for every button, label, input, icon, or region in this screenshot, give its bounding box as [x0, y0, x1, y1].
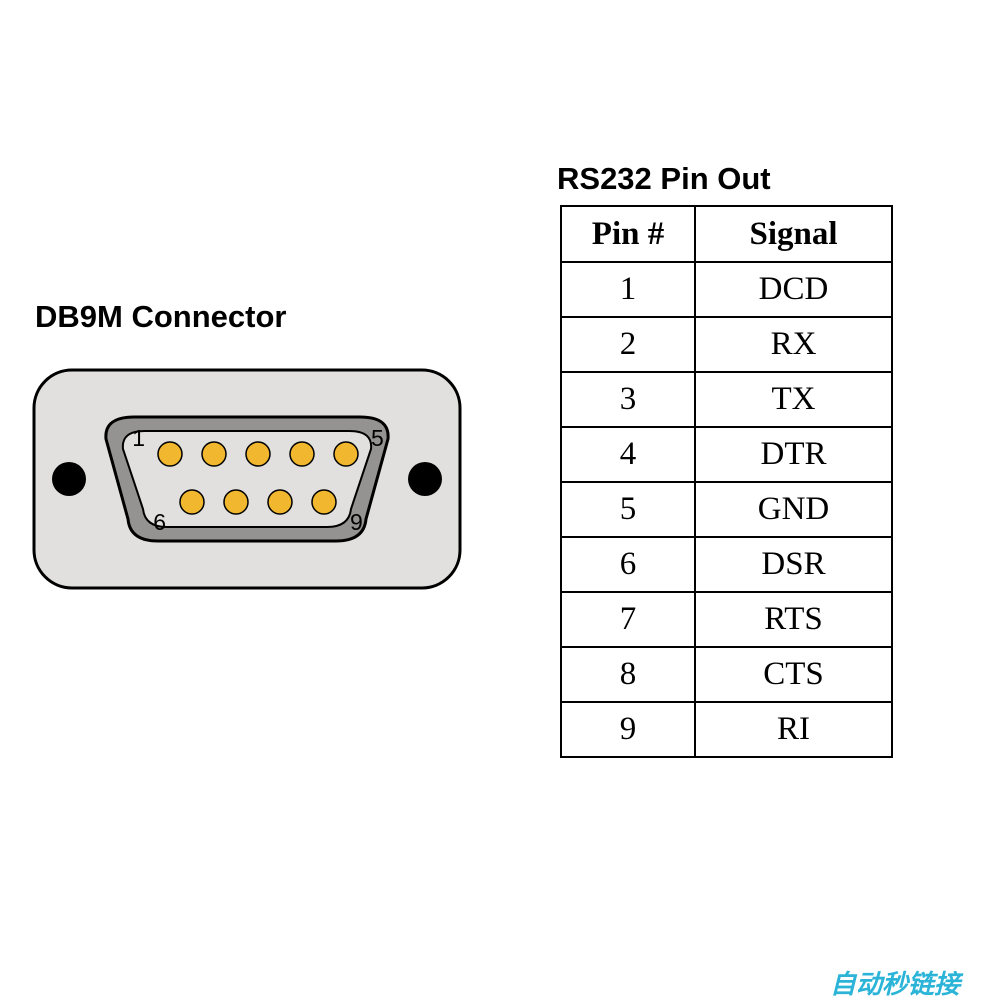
cell-signal: DSR	[695, 537, 892, 592]
table-row: 5GND	[561, 482, 892, 537]
cell-pin: 3	[561, 372, 695, 427]
cell-signal: RX	[695, 317, 892, 372]
cell-pin: 8	[561, 647, 695, 702]
connector-label: DB9M Connector	[35, 299, 286, 335]
table-row: 9RI	[561, 702, 892, 757]
diagram-container: DB9M Connector 1569 RS232 Pin Out Pin #S…	[0, 0, 1000, 1000]
table-row: 8CTS	[561, 647, 892, 702]
table-row: 2RX	[561, 317, 892, 372]
table-row: 1DCD	[561, 262, 892, 317]
cell-signal: RTS	[695, 592, 892, 647]
col-header-signal: Signal	[695, 206, 892, 262]
table-row: 6DSR	[561, 537, 892, 592]
cell-pin: 1	[561, 262, 695, 317]
table-title: RS232 Pin Out	[557, 161, 771, 197]
cell-pin: 7	[561, 592, 695, 647]
watermark-text: 自动秒链接	[830, 964, 960, 1001]
cell-signal: TX	[695, 372, 892, 427]
cell-pin: 4	[561, 427, 695, 482]
svg-text:9: 9	[350, 509, 363, 535]
cell-pin: 5	[561, 482, 695, 537]
cell-signal: CTS	[695, 647, 892, 702]
cell-pin: 6	[561, 537, 695, 592]
cell-signal: DCD	[695, 262, 892, 317]
col-header-pin: Pin #	[561, 206, 695, 262]
cell-signal: RI	[695, 702, 892, 757]
table-row: 3TX	[561, 372, 892, 427]
svg-text:1: 1	[132, 425, 145, 451]
cell-pin: 9	[561, 702, 695, 757]
pinout-table: Pin #Signal1DCD2RX3TX4DTR5GND6DSR7RTS8CT…	[560, 205, 893, 758]
cell-signal: GND	[695, 482, 892, 537]
cell-pin: 2	[561, 317, 695, 372]
svg-text:5: 5	[371, 425, 384, 451]
cell-signal: DTR	[695, 427, 892, 482]
table-row: 4DTR	[561, 427, 892, 482]
table-row: 7RTS	[561, 592, 892, 647]
svg-text:6: 6	[153, 509, 166, 535]
db9m-connector-diagram: 1569	[32, 368, 462, 590]
